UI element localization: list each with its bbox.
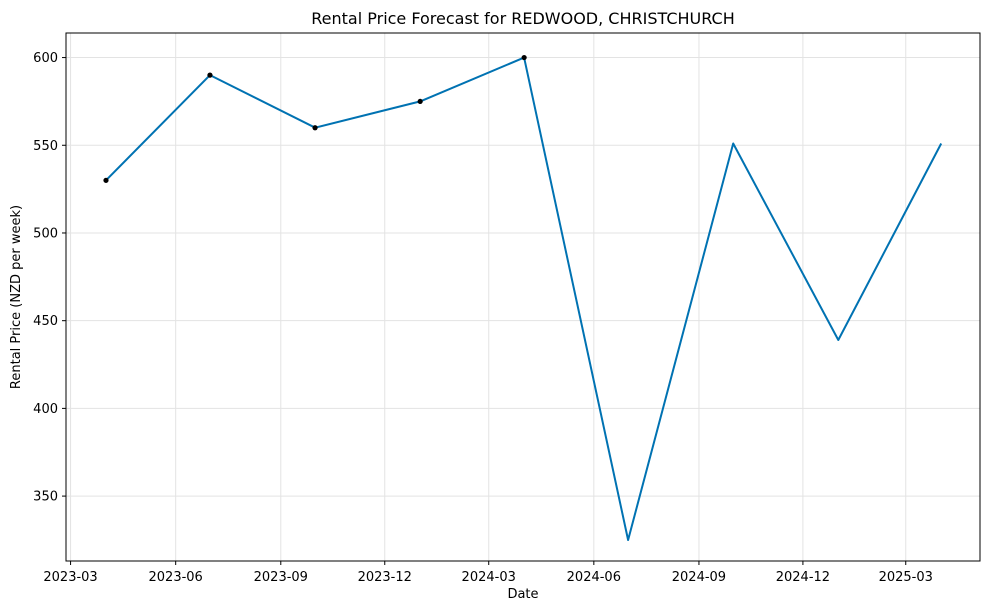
observed-point <box>103 177 109 183</box>
x-tick-label: 2023-09 <box>254 570 308 585</box>
forecast-line <box>105 56 943 541</box>
x-tick-label: 2023-06 <box>149 570 203 585</box>
y-tick-label: 550 <box>33 139 58 154</box>
chart-title: Rental Price Forecast for REDWOOD, CHRIS… <box>311 9 735 28</box>
y-tick-label: 350 <box>33 490 58 505</box>
observed-point <box>312 125 318 131</box>
y-tick-label: 400 <box>33 402 58 417</box>
x-axis: 2023-03 2023-06 2023-09 2023-12 2024-03 2024-… <box>43 561 933 585</box>
series-layer <box>103 54 943 541</box>
x-tick-label: 2024-06 <box>567 570 621 585</box>
plot-frame <box>65 32 981 562</box>
grid <box>66 33 980 561</box>
y-axis: 350 400 450 500 550 600 <box>33 51 66 505</box>
y-tick-label: 500 <box>33 226 58 241</box>
x-tick-label: 2024-03 <box>462 570 516 585</box>
x-tick-label: 2023-03 <box>43 570 97 585</box>
y-tick-label: 600 <box>33 51 58 66</box>
observed-point <box>207 72 213 78</box>
x-tick-label: 2024-09 <box>672 570 726 585</box>
y-tick-label: 450 <box>33 314 58 329</box>
x-tick-label: 2023-12 <box>358 570 412 585</box>
x-tick-label: 2025-03 <box>879 570 933 585</box>
y-axis-title: Rental Price (NZD per week) <box>9 205 24 389</box>
observed-point <box>521 54 527 61</box>
x-axis-title: Date <box>507 587 538 602</box>
x-tick-label: 2024-12 <box>776 570 830 585</box>
observed-point <box>417 98 423 105</box>
